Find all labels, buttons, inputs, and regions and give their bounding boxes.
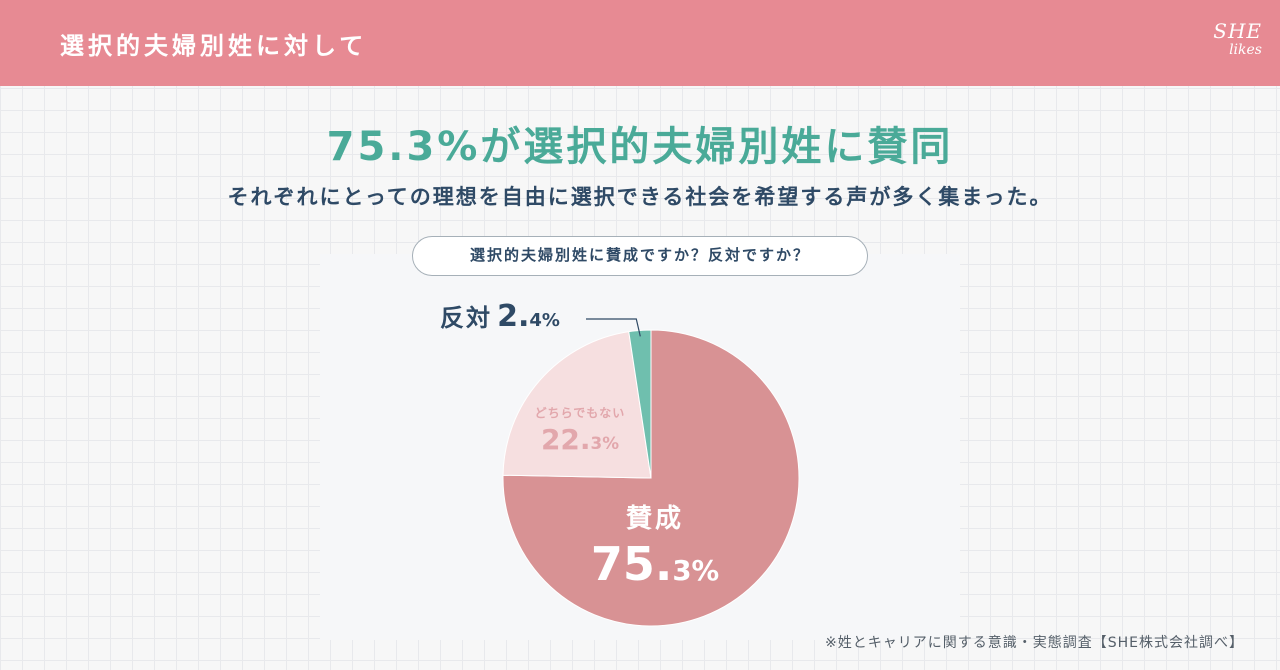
label-against-name: 反対 — [440, 304, 492, 332]
against-leader-line — [586, 318, 641, 337]
label-against: 反対 2.4% — [440, 298, 560, 334]
label-neutral-name: どちらでもない — [534, 406, 626, 420]
header-bar: 選択的夫婦別姓に対して SHE likes — [0, 0, 1280, 86]
subheadline: それぞれにとっての理想を自由に選択できる社会を希望する声が多く集まった。 — [227, 185, 1053, 209]
headline: 75.3%が選択的夫婦別姓に賛同 — [326, 124, 954, 170]
question-label: 選択的夫婦別姓に賛成ですか？反対ですか？ — [412, 236, 868, 276]
she-likes-logo: SHE likes — [1192, 20, 1262, 70]
logo-bottom: likes — [1229, 42, 1262, 58]
label-agree-value: 75.3% — [590, 537, 720, 591]
pie-slice-1 — [502, 331, 652, 479]
label-agree-name: 賛成 — [625, 504, 684, 534]
label-agree: 賛成 75.3% — [570, 498, 740, 591]
logo-top: SHE — [1213, 19, 1262, 43]
source-note: ※姓とキャリアに関する意識・実態調査【SHE株式会社調べ】 — [825, 635, 1244, 651]
label-neutral: どちらでもない 22.3% — [520, 404, 640, 456]
label-neutral-value: 22.3% — [540, 423, 620, 456]
label-against-value: 2.4% — [497, 299, 560, 334]
pie-slice-2 — [628, 329, 652, 479]
header-title: 選択的夫婦別姓に対して — [60, 32, 368, 60]
